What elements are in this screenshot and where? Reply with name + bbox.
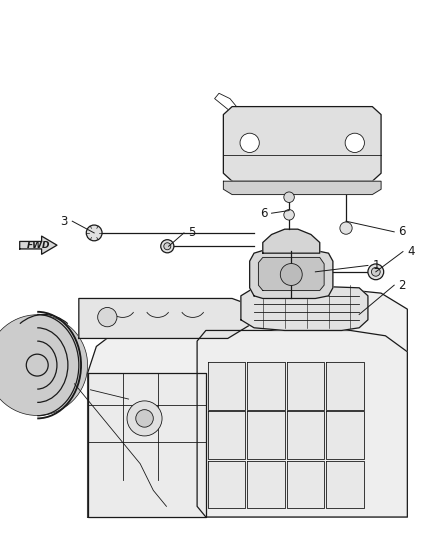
Polygon shape	[247, 362, 285, 410]
Circle shape	[280, 263, 302, 286]
Circle shape	[340, 222, 352, 235]
Polygon shape	[197, 330, 407, 517]
Polygon shape	[88, 373, 206, 517]
Polygon shape	[287, 461, 324, 508]
Circle shape	[284, 209, 294, 220]
Text: 6: 6	[399, 225, 406, 238]
Circle shape	[0, 314, 88, 416]
Polygon shape	[79, 298, 254, 338]
Polygon shape	[20, 236, 57, 254]
Circle shape	[136, 410, 153, 427]
Polygon shape	[241, 285, 368, 330]
Circle shape	[368, 264, 384, 280]
Polygon shape	[287, 411, 324, 459]
Polygon shape	[223, 107, 381, 181]
Circle shape	[0, 324, 79, 407]
Polygon shape	[208, 411, 245, 459]
Circle shape	[345, 133, 364, 152]
Circle shape	[161, 240, 174, 253]
Polygon shape	[208, 362, 245, 410]
Circle shape	[371, 268, 380, 276]
Polygon shape	[223, 181, 381, 195]
Polygon shape	[247, 411, 285, 459]
Text: 3: 3	[60, 215, 68, 228]
Polygon shape	[326, 411, 364, 459]
Polygon shape	[247, 461, 285, 508]
Text: FWD: FWD	[27, 241, 50, 249]
Circle shape	[240, 133, 259, 152]
Circle shape	[98, 308, 117, 327]
Text: 5: 5	[188, 227, 196, 239]
Circle shape	[284, 192, 294, 203]
Polygon shape	[88, 288, 407, 517]
Text: 1: 1	[372, 259, 380, 272]
Polygon shape	[326, 362, 364, 410]
Circle shape	[0, 319, 83, 411]
Polygon shape	[208, 461, 245, 508]
Circle shape	[86, 225, 102, 241]
Text: 2: 2	[399, 279, 406, 292]
Polygon shape	[258, 257, 324, 290]
Polygon shape	[326, 461, 364, 508]
Text: 6: 6	[260, 207, 267, 220]
Polygon shape	[250, 251, 333, 298]
Polygon shape	[287, 362, 324, 410]
Circle shape	[164, 243, 171, 250]
Text: 4: 4	[407, 245, 415, 258]
Circle shape	[127, 401, 162, 436]
Polygon shape	[263, 229, 320, 253]
Circle shape	[26, 354, 48, 376]
